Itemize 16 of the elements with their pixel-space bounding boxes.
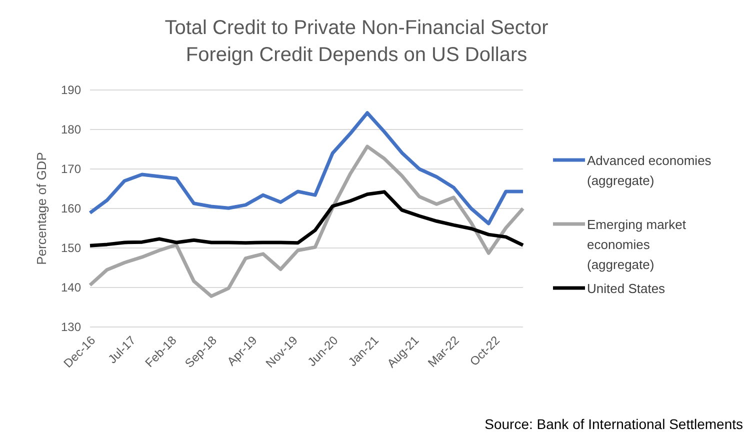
line-series bbox=[88, 190, 525, 248]
line-series bbox=[88, 111, 525, 226]
line-series bbox=[88, 144, 525, 298]
legend-label: Advanced economies (aggregate) bbox=[587, 153, 712, 188]
source-note: Source: Bank of International Settlements bbox=[484, 416, 743, 432]
y-tick-label: 140 bbox=[60, 280, 82, 294]
legend-label: United States bbox=[587, 281, 666, 296]
y-tick-label: 130 bbox=[60, 320, 82, 334]
y-tick-label: 150 bbox=[60, 241, 82, 255]
y-tick-label: 170 bbox=[60, 162, 82, 176]
y-tick-label: 160 bbox=[60, 202, 82, 216]
y-axis-title: Percentage of GDP bbox=[34, 152, 49, 265]
y-tick-label: 190 bbox=[60, 83, 82, 97]
legend-label: Emerging market economies (aggregate) bbox=[587, 217, 686, 272]
y-tick-label: 180 bbox=[60, 122, 82, 136]
chart-title: Total Credit to Private Non-Financial Sector Foreign Credit Depends on US Dollars bbox=[164, 17, 549, 66]
